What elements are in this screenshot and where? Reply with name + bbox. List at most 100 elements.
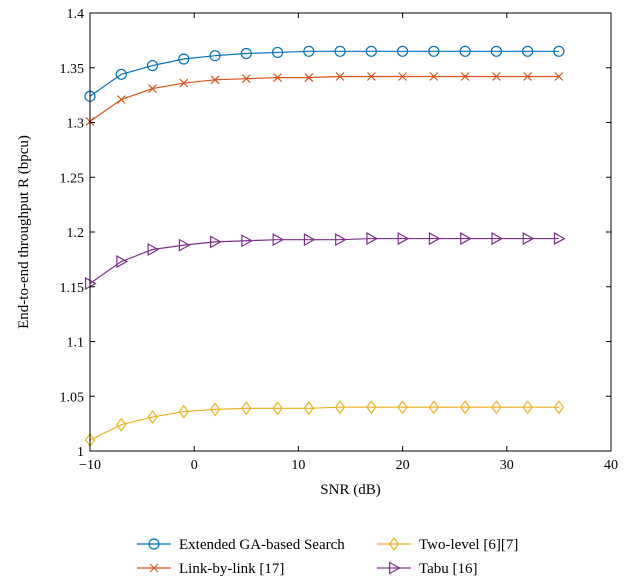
data-point [179,78,189,88]
data-point [116,417,127,432]
data-point [147,410,158,425]
data-point [303,401,315,416]
data-point [490,45,502,57]
data-point [553,400,565,415]
data-point [178,404,190,419]
x-tick-label: 30 [500,458,514,473]
data-point [397,400,408,415]
data-point [554,72,564,81]
data-point [459,45,471,57]
data-point [491,232,504,246]
data-point [335,233,347,247]
data-point [148,84,157,93]
data-point [428,400,440,415]
data-point [116,95,126,104]
data-point [273,73,282,83]
legend-marker [149,563,159,573]
y-axis: 1 1.05 1.1 1.15 1.2 1.25 1.3 1.35 1.4 [60,7,611,460]
y-tick-label: 1.05 [60,390,85,405]
data-point [397,45,409,57]
series-line [89,75,559,122]
data-point [491,400,502,415]
data-point [116,255,128,269]
data-point [240,47,252,60]
data-point [522,400,533,415]
x-tick-label: 10 [291,458,305,473]
y-tick-label: 1.3 [67,117,85,132]
y-tick-label: 1.1 [67,336,85,351]
data-point [366,72,376,81]
data-point [366,232,379,246]
legend-label: Extended GA-based Search [179,537,345,553]
data-point [115,68,127,80]
data-point [85,276,97,290]
plot-area [90,13,611,451]
data-point [398,72,408,81]
data-point [334,400,346,415]
data-point [491,72,501,81]
series-line [89,50,559,97]
data-point [271,46,284,59]
data-point [209,402,221,417]
y-axis-label: End-to-end throughput R (bpcu) [16,135,32,329]
series-line [89,406,559,441]
legend-label: Link-by-link [17] [179,561,284,577]
data-point [428,232,441,246]
data-point [146,59,159,72]
series-layer [84,45,566,448]
legend-item: Link-by-link [17] [137,561,284,577]
x-tick-label: 20 [396,458,410,473]
x-axis: −10 0 10 20 30 40 [79,13,618,473]
series-circle [84,45,565,102]
series-line [89,237,559,284]
y-tick-label: 1.25 [60,171,85,186]
data-point [428,45,440,57]
y-tick-label: 1.15 [60,281,85,296]
legend-label: Two-level [6][7] [419,537,518,553]
x-axis-label: SNR (dB) [320,482,380,498]
series-triangle-right [85,232,566,290]
data-point [241,234,254,248]
data-point [303,233,316,247]
data-point [523,72,533,81]
data-point [241,74,251,84]
legend-label: Tabu [16] [419,561,478,577]
legend-marker [148,538,160,550]
data-point [460,232,472,246]
data-point [334,45,346,57]
data-point [460,72,470,81]
x-tick-label: 0 [191,458,198,473]
legend-marker [388,537,400,551]
y-tick-label: 1 [77,445,84,460]
data-point [335,72,345,81]
data-point [522,232,535,246]
data-point [459,400,471,415]
data-point [210,235,222,249]
data-point [366,400,377,415]
data-point [429,72,439,81]
data-point [178,238,191,252]
data-point [241,401,252,416]
data-point [303,45,315,57]
data-point [304,73,314,83]
x-tick-label: 40 [604,458,618,473]
data-point [209,50,221,62]
legend-item: Tabu [16] [377,561,478,577]
data-point [178,53,190,65]
data-point [397,232,410,246]
y-tick-label: 1.35 [60,62,85,77]
data-point [210,75,220,85]
legend-item: Two-level [6][7] [377,537,518,553]
legend-marker [389,561,401,575]
data-point [147,243,160,257]
x-tick-label: −10 [79,458,101,473]
series-x [85,72,564,126]
y-tick-label: 1.4 [67,7,85,22]
data-point [272,401,283,416]
data-point [553,45,565,57]
series-diamond [84,400,565,448]
legend-item: Extended GA-based Search [137,537,345,553]
data-point [365,45,377,57]
data-point [522,45,534,57]
